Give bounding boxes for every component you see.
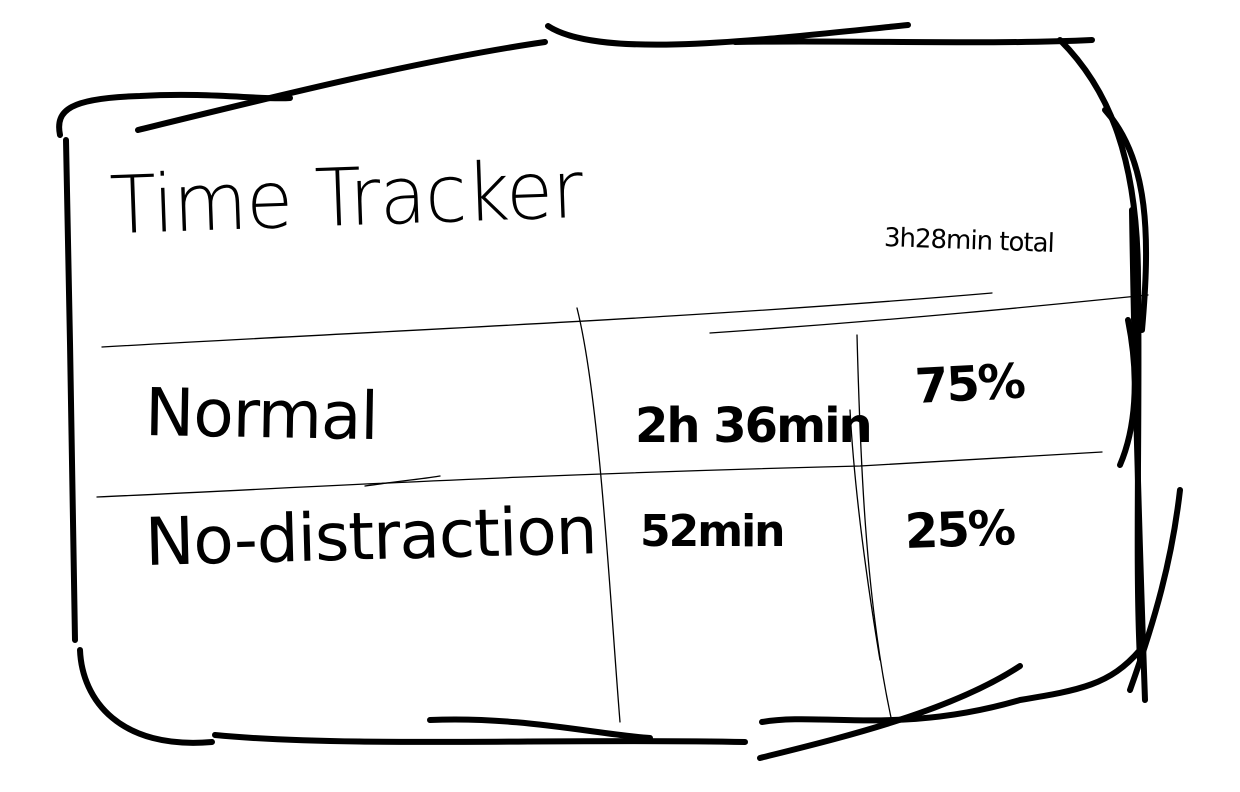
row-time-no-distraction: 52min [640, 506, 785, 557]
row-time-normal: 2h 36min [635, 398, 873, 454]
outer-frame [56, 22, 1183, 761]
row-percent-no-distraction: 25% [904, 500, 1015, 560]
row-percent-normal: 75% [913, 353, 1026, 415]
row-label-no-distraction: No-distraction [143, 492, 598, 581]
page-title: Time Tracker [108, 142, 584, 253]
row-label-normal: Normal [144, 374, 379, 456]
table-grid [96, 292, 1149, 723]
total-time-label: 3h28min total [883, 223, 1055, 259]
